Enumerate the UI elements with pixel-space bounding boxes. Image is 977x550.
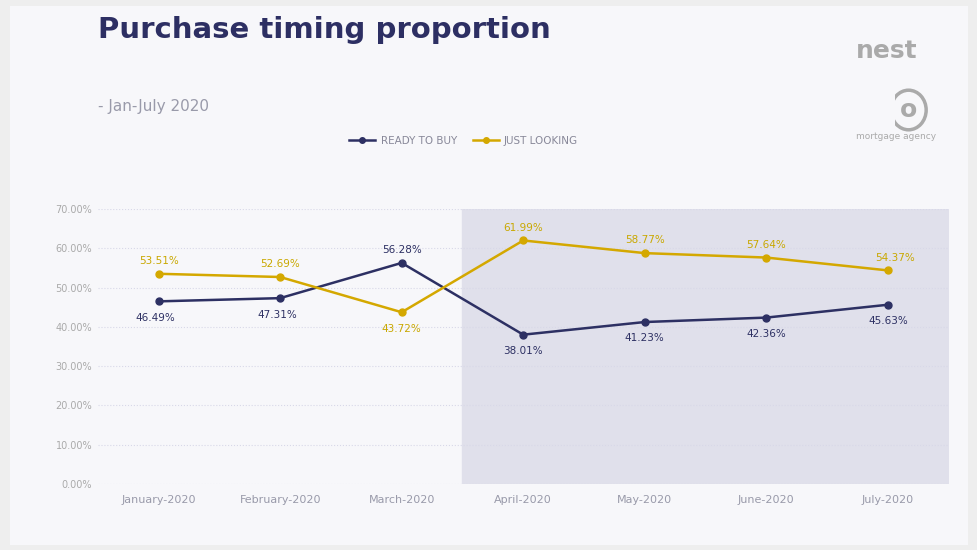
Text: 54.37%: 54.37% <box>874 252 913 263</box>
Text: 53.51%: 53.51% <box>139 256 178 266</box>
Text: 41.23%: 41.23% <box>624 333 664 343</box>
Text: 56.28%: 56.28% <box>381 245 421 255</box>
Text: nest: nest <box>855 39 916 63</box>
Legend: READY TO BUY, JUST LOOKING: READY TO BUY, JUST LOOKING <box>345 131 581 150</box>
Text: 52.69%: 52.69% <box>260 259 300 270</box>
Bar <box>462 209 948 484</box>
Text: - Jan-July 2020: - Jan-July 2020 <box>98 99 208 114</box>
Text: 47.31%: 47.31% <box>257 310 297 320</box>
Text: 58.77%: 58.77% <box>624 235 664 245</box>
Text: 38.01%: 38.01% <box>503 346 542 356</box>
Text: o: o <box>899 98 916 122</box>
Text: mortgage agency: mortgage agency <box>855 132 935 141</box>
Text: 43.72%: 43.72% <box>381 324 421 334</box>
Text: 42.36%: 42.36% <box>745 329 786 339</box>
Text: 45.63%: 45.63% <box>868 316 907 326</box>
Text: 46.49%: 46.49% <box>136 313 176 323</box>
Text: 57.64%: 57.64% <box>745 240 786 250</box>
Text: Purchase timing proportion: Purchase timing proportion <box>98 16 550 45</box>
Text: 61.99%: 61.99% <box>503 223 542 233</box>
